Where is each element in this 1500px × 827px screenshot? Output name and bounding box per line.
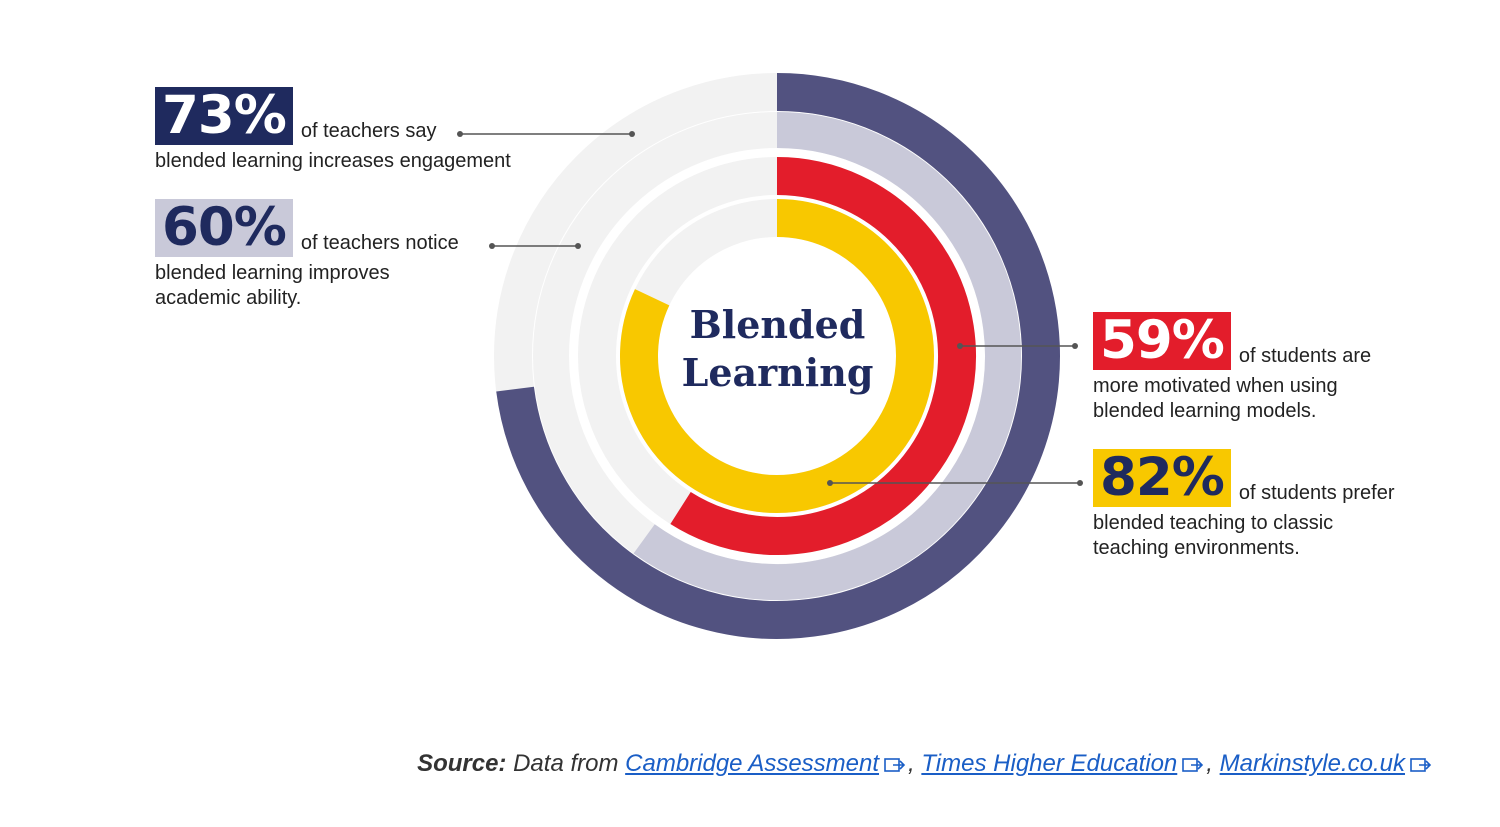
stat-lead-text: of students are (1238, 345, 1372, 367)
source-link-times[interactable]: Times Higher Education (921, 750, 1178, 777)
ring-bar-teachers-engagement (496, 73, 1060, 639)
stat-students-motivated: 59% of students are more motivated when u… (1093, 312, 1413, 424)
ring-bar-students-prefer (620, 199, 934, 513)
center-label: Blended Learning (640, 301, 915, 397)
source-label: Source: (417, 750, 507, 777)
source-prefix: Data from (513, 750, 619, 777)
stat-teachers-engagement: 73% of teachers say blended learning incr… (155, 87, 555, 174)
stat-body-text: blended learning improves academic abili… (155, 262, 390, 309)
source-separator: , (908, 750, 915, 777)
stat-students-prefer: 82% of students prefer blended teaching t… (1093, 449, 1423, 561)
stat-value-badge: 60% (155, 199, 293, 257)
source-link-markinstyle[interactable]: Markinstyle.co.uk (1219, 750, 1405, 777)
stat-body-text: blended learning increases engagement (155, 150, 511, 172)
center-label-line-1: Blended (689, 302, 866, 347)
external-link-icon[interactable] (1182, 757, 1204, 773)
center-label-line-2: Learning (681, 350, 874, 395)
leader-dot-teachers-academic-1 (575, 243, 581, 249)
stat-body-text: more motivated when using blended learni… (1093, 375, 1338, 422)
source-link-cambridge[interactable]: Cambridge Assessment (625, 750, 880, 777)
stat-lead-text: of students prefer (1238, 482, 1395, 504)
leader-dot-teachers-academic-0 (489, 243, 495, 249)
stat-value-badge: 73% (155, 87, 293, 145)
stat-lead-text: of teachers say (300, 120, 437, 142)
leader-dot-students-motivated-0 (957, 343, 963, 349)
external-link-icon[interactable] (1410, 757, 1432, 773)
leader-dot-students-motivated-1 (1072, 343, 1078, 349)
ring-bar-teachers-academic (633, 112, 1021, 600)
leader-dot-teachers-engagement-1 (629, 131, 635, 137)
stat-value-badge: 59% (1093, 312, 1231, 370)
stat-value-badge: 82% (1093, 449, 1231, 507)
stat-body-text: blended teaching to classic teaching env… (1093, 512, 1334, 559)
leader-dot-students-prefer-1 (1077, 480, 1083, 486)
leader-dot-teachers-engagement-0 (457, 131, 463, 137)
leader-dot-students-prefer-0 (827, 480, 833, 486)
source-separator: , (1206, 750, 1213, 777)
stat-lead-text: of teachers notice (300, 232, 459, 254)
source-line: Source: Data from Cambridge Assessment, … (417, 750, 1434, 778)
external-link-icon[interactable] (884, 757, 906, 773)
stat-teachers-academic: 60% of teachers notice blended learning i… (155, 199, 485, 311)
ring-bar-students-motivated (670, 157, 976, 555)
